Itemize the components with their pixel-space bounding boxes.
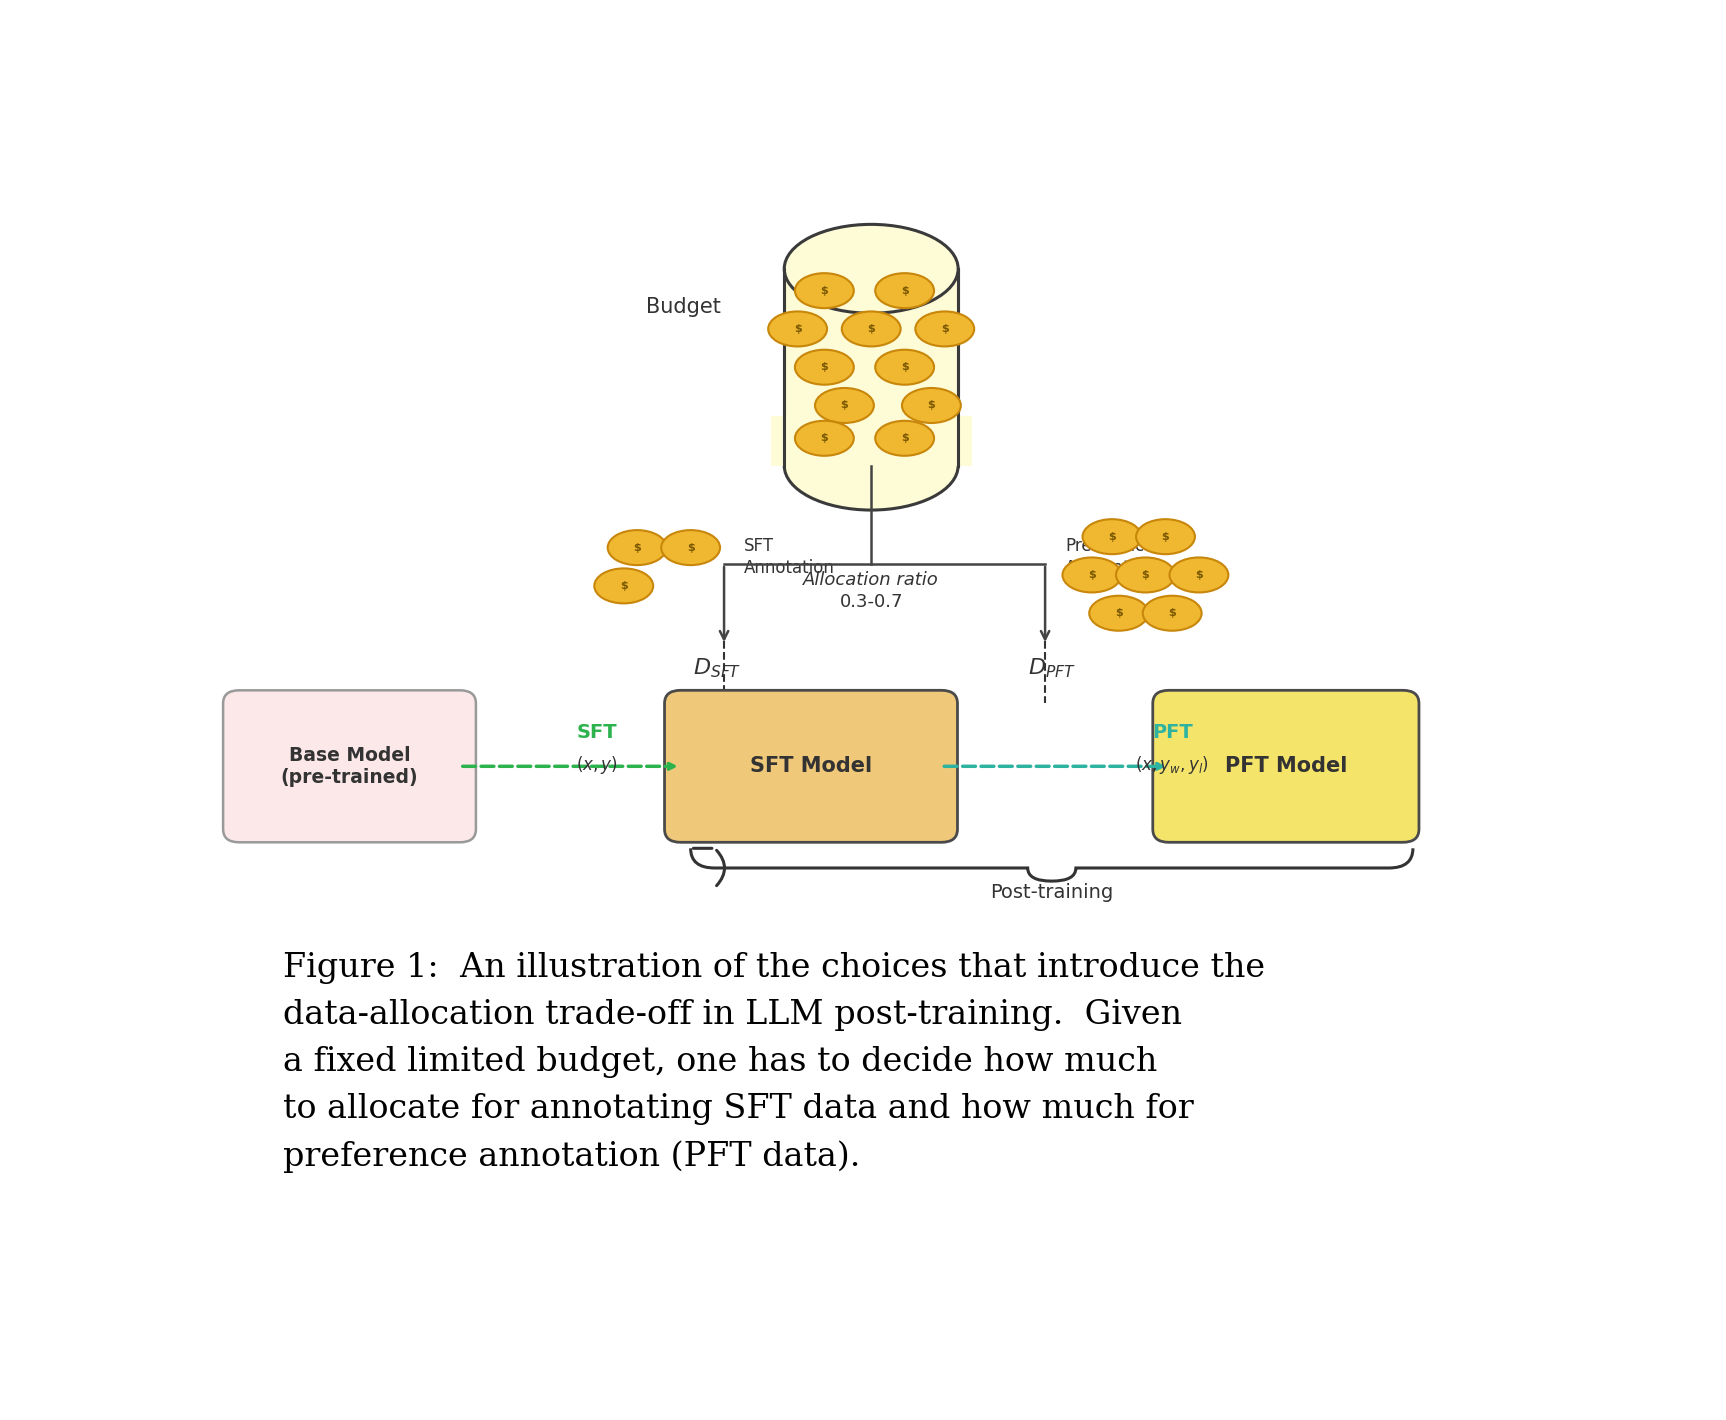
Text: $: $	[927, 400, 935, 410]
Ellipse shape	[875, 420, 934, 456]
Text: Figure 1:  An illustration of the choices that introduce the
data-allocation tra: Figure 1: An illustration of the choices…	[283, 953, 1265, 1173]
Text: $: $	[1087, 569, 1096, 579]
Text: $: $	[941, 324, 949, 334]
Ellipse shape	[784, 422, 958, 510]
Polygon shape	[772, 416, 972, 466]
Text: PFT: PFT	[1151, 723, 1193, 741]
Text: $: $	[820, 285, 828, 295]
Text: $: $	[1162, 531, 1169, 541]
Text: $: $	[868, 324, 875, 334]
Text: Allocation ratio: Allocation ratio	[803, 571, 939, 589]
Ellipse shape	[1063, 558, 1122, 592]
Ellipse shape	[594, 568, 652, 604]
Text: $: $	[687, 542, 694, 552]
Ellipse shape	[1136, 520, 1194, 554]
Ellipse shape	[768, 311, 827, 346]
Ellipse shape	[1089, 596, 1148, 630]
Text: Budget: Budget	[647, 297, 721, 317]
Text: $: $	[820, 362, 828, 372]
Ellipse shape	[796, 349, 854, 385]
Ellipse shape	[915, 311, 973, 346]
Text: $: $	[794, 324, 801, 334]
Text: $: $	[1194, 569, 1203, 579]
Ellipse shape	[875, 273, 934, 308]
Text: $: $	[901, 433, 908, 443]
FancyBboxPatch shape	[1153, 690, 1419, 842]
Text: Post-training: Post-training	[991, 883, 1113, 902]
Text: $(x, y_w, y_l)$: $(x, y_w, y_l)$	[1136, 754, 1210, 777]
Text: $: $	[1141, 569, 1150, 579]
Ellipse shape	[815, 388, 873, 423]
Ellipse shape	[608, 530, 666, 565]
Text: Base Model
(pre-trained): Base Model (pre-trained)	[281, 746, 418, 787]
Text: $(x, y)$: $(x, y)$	[576, 754, 618, 777]
Text: SFT: SFT	[576, 723, 618, 741]
Text: Preference
Annotation: Preference Annotation	[1065, 537, 1156, 577]
Ellipse shape	[1117, 558, 1175, 592]
Text: $: $	[620, 581, 628, 591]
Text: $: $	[1115, 608, 1122, 618]
Text: $D_{SFT}$: $D_{SFT}$	[694, 656, 742, 680]
Ellipse shape	[796, 420, 854, 456]
Ellipse shape	[1143, 596, 1201, 630]
Ellipse shape	[661, 530, 720, 565]
Text: $: $	[841, 400, 847, 410]
Text: $D_{PFT}$: $D_{PFT}$	[1027, 656, 1075, 680]
Ellipse shape	[1082, 520, 1141, 554]
FancyBboxPatch shape	[665, 690, 958, 842]
Ellipse shape	[784, 224, 958, 314]
Text: $: $	[901, 285, 908, 295]
Text: $: $	[820, 433, 828, 443]
FancyBboxPatch shape	[223, 690, 476, 842]
Ellipse shape	[875, 349, 934, 385]
Ellipse shape	[796, 273, 854, 308]
Ellipse shape	[842, 311, 901, 346]
Text: SFT Model: SFT Model	[749, 757, 872, 777]
Text: 0.3-0.7: 0.3-0.7	[839, 594, 903, 611]
Text: SFT
Annotation: SFT Annotation	[744, 537, 835, 577]
Text: $: $	[633, 542, 640, 552]
Ellipse shape	[903, 388, 961, 423]
Text: PFT Model: PFT Model	[1225, 757, 1346, 777]
Text: $: $	[1169, 608, 1175, 618]
FancyBboxPatch shape	[784, 268, 958, 466]
Text: $: $	[901, 362, 908, 372]
Text: $: $	[1108, 531, 1115, 541]
Ellipse shape	[1170, 558, 1229, 592]
